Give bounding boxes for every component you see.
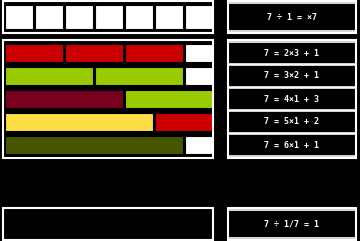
Bar xyxy=(185,44,213,62)
Bar xyxy=(228,1,356,33)
Bar xyxy=(125,90,213,108)
Bar xyxy=(228,208,356,240)
Bar xyxy=(35,5,63,29)
Bar xyxy=(5,90,123,108)
Bar xyxy=(65,44,123,62)
Bar xyxy=(5,5,33,29)
Bar xyxy=(228,42,356,64)
Bar xyxy=(228,210,356,238)
Text: 7 = 2×3 + 1: 7 = 2×3 + 1 xyxy=(265,48,320,58)
Bar xyxy=(155,5,183,29)
Bar xyxy=(228,88,356,110)
Bar xyxy=(228,40,356,158)
Bar xyxy=(3,3,213,31)
Text: 7 ÷ 1 = ×7: 7 ÷ 1 = ×7 xyxy=(267,13,317,21)
Text: 7 = 5×1 + 2: 7 = 5×1 + 2 xyxy=(265,118,320,127)
Text: 7 = 4×1 + 3: 7 = 4×1 + 3 xyxy=(265,94,320,103)
Bar xyxy=(125,5,153,29)
Bar xyxy=(5,212,213,236)
Bar xyxy=(155,113,213,131)
Bar xyxy=(5,113,153,131)
Bar xyxy=(3,134,213,156)
Bar xyxy=(125,44,183,62)
Text: 7 ÷ 1/7 = 1: 7 ÷ 1/7 = 1 xyxy=(265,220,320,228)
Bar xyxy=(3,111,213,133)
Bar xyxy=(65,5,93,29)
Text: 7 = 3×2 + 1: 7 = 3×2 + 1 xyxy=(265,72,320,80)
Bar xyxy=(5,136,183,154)
Bar xyxy=(3,40,213,158)
Bar xyxy=(228,134,356,156)
Bar xyxy=(95,67,183,85)
Bar xyxy=(228,65,356,87)
Bar xyxy=(3,65,213,87)
Text: 7 = 6×1 + 1: 7 = 6×1 + 1 xyxy=(265,141,320,149)
Bar xyxy=(228,3,356,31)
Bar xyxy=(5,44,63,62)
Bar xyxy=(185,5,213,29)
Bar xyxy=(3,42,213,64)
Bar xyxy=(95,5,123,29)
Bar xyxy=(228,111,356,133)
Bar xyxy=(3,210,213,238)
Bar xyxy=(3,208,213,240)
Bar xyxy=(3,88,213,110)
Bar xyxy=(5,67,93,85)
Bar xyxy=(185,136,213,154)
Bar xyxy=(185,67,213,85)
Bar xyxy=(3,1,213,33)
